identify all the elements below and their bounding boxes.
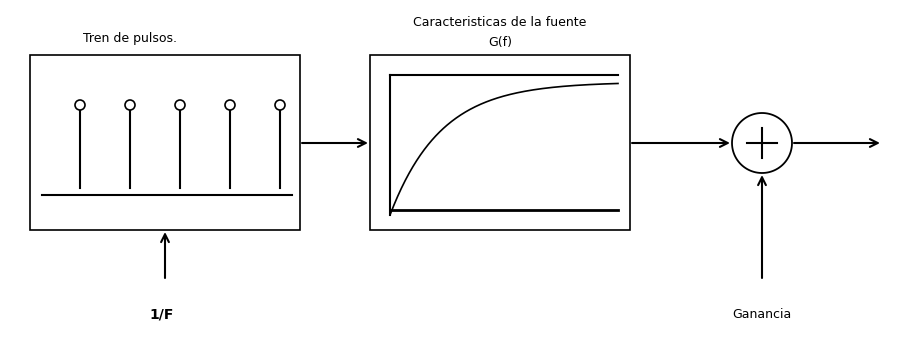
Text: 1/F: 1/F: [150, 308, 175, 322]
Text: Tren de pulsos.: Tren de pulsos.: [83, 32, 177, 44]
Circle shape: [275, 100, 285, 110]
Text: Ganancia: Ganancia: [732, 308, 792, 322]
Circle shape: [175, 100, 185, 110]
Circle shape: [75, 100, 85, 110]
Circle shape: [125, 100, 135, 110]
Circle shape: [225, 100, 235, 110]
Text: G(f): G(f): [488, 35, 512, 49]
Text: Caracteristicas de la fuente: Caracteristicas de la fuente: [413, 16, 587, 28]
